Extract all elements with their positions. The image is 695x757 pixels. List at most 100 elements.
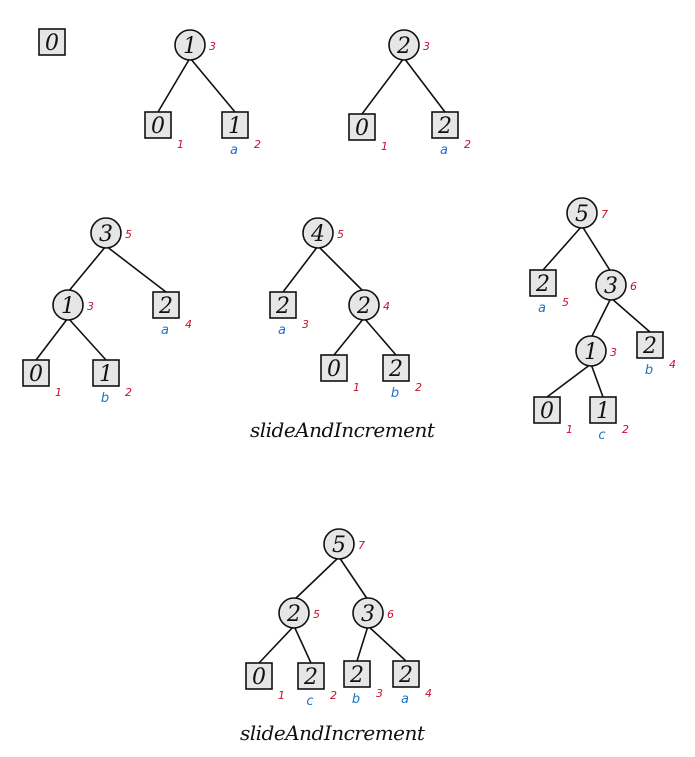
leaf-tag: a (401, 692, 409, 707)
node-square (382, 354, 410, 382)
node-label: 3 (361, 602, 375, 627)
weight-label: 4 (669, 358, 676, 371)
weight-label: 1 (278, 689, 285, 702)
tree-edge (105, 245, 167, 293)
leaf-node: 0 (38, 28, 66, 56)
leaf-node: 22 b (382, 354, 422, 401)
node-label: 2 (349, 663, 364, 688)
weight-label: 1 (566, 423, 573, 436)
leaf-node: 01 (22, 359, 62, 399)
leaf-tag: b (645, 363, 653, 378)
tree-edge (546, 363, 592, 398)
node-label: 1 (584, 340, 598, 365)
node-label: 0 (355, 116, 369, 141)
node-circle (90, 217, 122, 249)
leaf-tag: b (391, 386, 399, 401)
tree-edge (356, 625, 369, 662)
node-label: 1 (183, 34, 197, 59)
node-label: 0 (45, 31, 59, 56)
node-label: 3 (604, 274, 618, 299)
weight-label: 7 (358, 539, 365, 552)
weight-label: 6 (630, 280, 637, 293)
tree-edge (293, 625, 312, 664)
weight-label: 2 (622, 423, 629, 436)
tree-edge (581, 225, 612, 273)
node-label: 2 (356, 294, 371, 319)
weight-label: 2 (464, 138, 471, 151)
node-circle (575, 335, 607, 367)
leaf-node: 23 b (343, 660, 383, 707)
leaf-tag: b (101, 391, 109, 406)
tree-edge (542, 225, 583, 271)
weight-label: 3 (423, 40, 430, 53)
weight-label: 5 (125, 228, 132, 241)
node-square (92, 359, 120, 387)
node-circle (595, 269, 627, 301)
tree-edge (361, 57, 405, 115)
node-square (392, 660, 420, 688)
weight-label: 1 (177, 138, 184, 151)
tree-edge (67, 317, 107, 361)
weight-label: 7 (601, 208, 608, 221)
weight-label: 5 (562, 296, 569, 309)
node-label: 2 (303, 665, 318, 690)
node-label: 0 (252, 665, 266, 690)
weight-label: 3 (376, 687, 383, 700)
leaf-node: 22 a (431, 111, 471, 158)
node-label: 2 (535, 272, 550, 297)
node-square (529, 269, 557, 297)
node-square (343, 660, 371, 688)
tree-edge (403, 57, 446, 113)
tree-edge (258, 625, 295, 664)
leaf-node: 01 (245, 662, 285, 702)
weight-label: 2 (415, 381, 422, 394)
tree-edge (367, 625, 407, 662)
node-label: 3 (99, 222, 113, 247)
node-square (297, 662, 325, 690)
weight-label: 4 (185, 318, 192, 331)
node-label: 4 (310, 222, 325, 247)
node-circle (566, 197, 598, 229)
node-square (636, 331, 664, 359)
weight-label: 1 (353, 381, 360, 394)
node-label: 2 (158, 294, 173, 319)
weight-label: 3 (209, 40, 216, 53)
leaf-tag: a (440, 143, 448, 158)
node-square (348, 113, 376, 141)
weight-label: 1 (55, 386, 62, 399)
tree-edge (610, 297, 651, 333)
weight-label: 5 (313, 608, 320, 621)
node-circle (352, 597, 384, 629)
weight-label: 2 (330, 689, 337, 702)
node-label: 0 (29, 362, 43, 387)
node-label: 2 (388, 357, 403, 382)
weight-label: 3 (87, 300, 94, 313)
weight-label: 5 (337, 228, 344, 241)
node-square (589, 396, 617, 424)
leaf-tag: a (278, 323, 286, 338)
leaf-node: 24 b (636, 331, 676, 378)
node-label: 1 (61, 294, 75, 319)
node-circle (323, 528, 355, 560)
leaf-node: 01 (320, 354, 360, 394)
node-square (320, 354, 348, 382)
tree-edge (189, 57, 236, 113)
tree-edge (35, 317, 69, 361)
node-label: 2 (286, 602, 301, 627)
tree-edge (590, 297, 612, 339)
node-label: 1 (596, 399, 610, 424)
leaf-node: 22 c (297, 662, 337, 709)
tree-edge (338, 556, 369, 601)
node-circle (388, 29, 420, 61)
leaf-tag: c (598, 428, 605, 443)
node-label: 1 (228, 114, 242, 139)
tree-edge (363, 317, 397, 356)
weight-label: 1 (381, 140, 388, 153)
